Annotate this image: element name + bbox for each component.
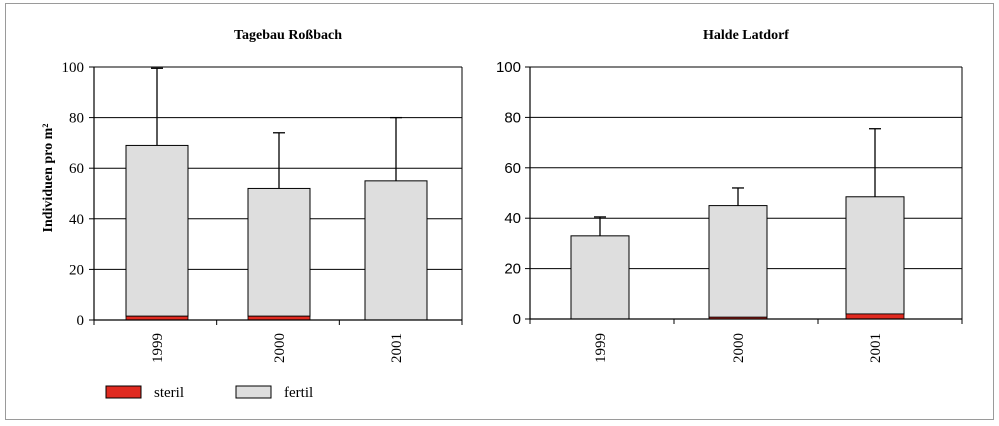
y-tick-label-100: 100 [62, 60, 85, 76]
x-category-label-2000: 2000 [272, 333, 288, 363]
x-category-labels-right: 1999 2000 2001 [593, 333, 884, 363]
y-tick-label-60: 60 [504, 160, 521, 177]
y-tick-label-0: 0 [513, 311, 521, 328]
legend-swatch-steril [105, 385, 142, 399]
legend-label-steril: steril [154, 385, 184, 401]
y-tick-labels-left: 0 20 40 60 80 100 [62, 60, 85, 329]
legend-label-fertil: fertil [284, 385, 313, 401]
y-tick-label-20: 20 [504, 261, 521, 278]
bar-steril-2001 [845, 313, 905, 320]
chart-title-left: Tagebau Roßbach [234, 28, 342, 43]
x-category-label-2000: 2000 [731, 333, 747, 363]
y-tick-label-80: 80 [504, 109, 521, 126]
axes-left [93, 67, 463, 325]
bar-fertil-1999 [570, 235, 630, 320]
figure-frame [5, 3, 994, 420]
y-tick-label-20: 20 [69, 262, 84, 278]
bar-fertil-2001 [364, 180, 428, 321]
y-tick-label-80: 80 [69, 111, 84, 127]
y-tick-label-40: 40 [504, 210, 521, 227]
y-tick-label-100: 100 [496, 59, 521, 76]
bar-fertil-2001 [845, 196, 905, 315]
y-tick-label-0: 0 [77, 313, 85, 329]
chart-tagebau-rossbach: Tagebau Roßbach Individuen pro m² 0 20 40 6… [41, 28, 463, 363]
axes-right [529, 67, 963, 324]
bars-left [125, 144, 428, 321]
bar-fertil-1999 [125, 144, 189, 317]
bar-fertil-2000 [247, 187, 311, 317]
y-tick-label-60: 60 [69, 161, 84, 177]
y-tick-label-40: 40 [69, 212, 84, 228]
legend-swatch-fertil [235, 385, 272, 399]
y-tick-labels-right: 0 20 40 60 80 100 [496, 59, 521, 328]
y-axis-label: Individuen pro m² [41, 124, 56, 233]
legend: steril fertil [105, 385, 313, 401]
x-category-label-2001: 2001 [389, 333, 405, 363]
chart-title-right: Halde Latdorf [703, 28, 789, 43]
error-bars-left [151, 67, 402, 189]
x-category-labels-left: 1999 2000 2001 [150, 333, 405, 363]
error-bars-right [594, 128, 881, 236]
chart-halde-latdorf: Halde Latdorf 0 20 40 60 80 100 1999 2000 2001 [496, 28, 963, 363]
x-category-label-1999: 1999 [150, 333, 166, 363]
x-category-label-2001: 2001 [868, 333, 884, 363]
bar-fertil-2000 [708, 205, 768, 318]
bars-right [570, 196, 905, 320]
x-category-label-1999: 1999 [593, 333, 609, 363]
